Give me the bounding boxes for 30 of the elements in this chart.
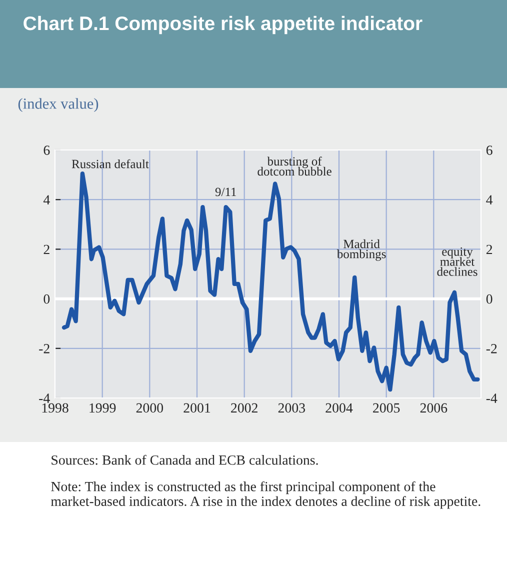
x-tick-label: 1999	[90, 403, 116, 413]
x-tick-label: 2004	[326, 403, 353, 413]
x-tick-label: 2002	[231, 403, 258, 413]
y-tick-label: -4	[39, 394, 50, 403]
y-tick-label: 6	[44, 146, 50, 155]
annotation: Russian default	[72, 159, 149, 168]
x-tick-label: 2006	[420, 403, 448, 413]
x-tick-label: 2005	[373, 403, 400, 413]
chart-title: Chart D.1 Composite risk appetite indicator	[24, 16, 422, 34]
text: Note: The index is constructed as the first principal component of the market-based indicators. A rise in the index denotes a decline of risk appetite.	[50, 481, 480, 509]
y2-tick-label: 0	[486, 294, 492, 304]
source-note: Sources: Bank of Canada and ECB calculations.	[52, 454, 318, 465]
chart-subtitle: (index value)	[18, 98, 98, 112]
y2-tick-label: 4	[486, 195, 493, 204]
y2-tick-label: 2	[486, 244, 492, 254]
annotation: 9/11	[215, 188, 236, 196]
annotation: bursting of dotcom bubble	[258, 156, 332, 176]
x-tick-label: 2001	[184, 403, 210, 413]
y-tick-label: -2	[39, 344, 50, 354]
y-tick-label: 2	[44, 244, 50, 254]
y2-tick-label: 6	[486, 146, 492, 155]
y-tick-label: 0	[44, 294, 50, 304]
y2-tick-label: -2	[486, 344, 497, 354]
y-tick-label: 4	[43, 195, 50, 204]
annotation: Madrid bombings	[336, 239, 386, 261]
y2-tick-label: -4	[486, 394, 498, 403]
x-tick-label: 2000	[136, 403, 164, 413]
x-tick-label: 1998	[42, 403, 68, 413]
x-tick-label: 2003	[278, 403, 306, 413]
annotation: equity market declines	[437, 247, 478, 276]
